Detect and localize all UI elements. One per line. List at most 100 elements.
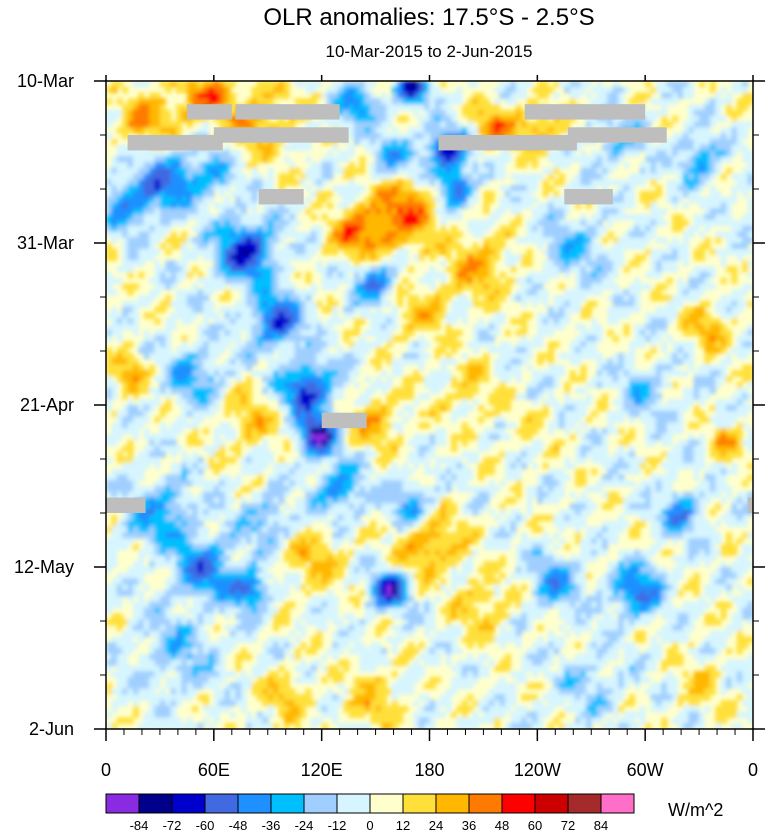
anomaly-cell [715,405,722,412]
anomaly-cell [380,318,387,325]
anomaly-cell [375,237,382,244]
anomaly-cell [267,179,274,186]
anomaly-cell [246,341,253,348]
anomaly-cell [273,300,280,308]
anomaly-cell [693,381,700,389]
anomaly-cell [720,335,727,342]
anomaly-cell [159,185,166,192]
anomaly-cell [397,104,404,111]
anomaly-cell [618,98,625,105]
anomaly-cell [618,150,625,157]
anomaly-cell [575,295,582,302]
anomaly-cell [650,312,657,319]
anomaly-cell [650,150,657,157]
anomaly-cell [332,335,339,342]
anomaly-cell [510,202,517,209]
anomaly-cell [149,104,156,111]
anomaly-cell [343,277,350,285]
anomaly-cell [246,300,253,308]
anomaly-cell [407,190,414,198]
anomaly-cell [240,300,247,308]
anomaly-cell [294,81,301,88]
anomaly-cell [688,150,695,157]
anomaly-cell [354,208,361,215]
anomaly-cell [715,399,722,406]
anomaly-cell [715,237,722,244]
anomaly-cell [294,300,301,308]
anomaly-cell [181,109,188,117]
anomaly-cell [461,410,468,418]
anomaly-cell [224,173,231,180]
anomaly-cell [364,329,371,337]
anomaly-cell [132,364,139,371]
anomaly-cell [418,208,425,215]
anomaly-cell [246,277,253,285]
anomaly-cell [569,92,576,99]
anomaly-cell [262,410,269,418]
anomaly-cell [235,190,242,198]
anomaly-cell [715,144,722,152]
anomaly-cell [731,219,738,227]
anomaly-cell [159,98,166,105]
anomaly-cell [332,318,339,325]
anomaly-cell [510,81,517,88]
anomaly-cell [246,219,253,227]
anomaly-cell [655,381,662,389]
anomaly-cell [720,202,727,209]
anomaly-cell [585,289,592,296]
anomaly-cell [224,231,231,238]
anomaly-cell [591,156,598,163]
anomaly-cell [283,214,290,221]
anomaly-cell [149,231,156,238]
anomaly-cell [726,312,733,319]
anomaly-cell [132,381,139,389]
anomaly-cell [375,289,382,296]
anomaly-cell [127,237,134,244]
anomaly-cell [380,98,387,105]
anomaly-cell [106,376,112,383]
anomaly-cell [246,254,253,261]
anomaly-cell [230,254,236,261]
anomaly-cell [461,150,468,157]
anomaly-cell [176,300,183,308]
anomaly-cell [521,300,528,308]
anomaly-cell [623,121,630,128]
anomaly-cell [440,283,447,290]
anomaly-cell [305,121,312,128]
anomaly-cell [273,92,280,99]
anomaly-cell [504,150,511,157]
anomaly-cell [300,376,307,383]
anomaly-cell [262,243,269,250]
anomaly-cell [208,243,215,250]
anomaly-cell [596,376,603,383]
anomaly-cell [596,399,603,406]
anomaly-cell [370,196,377,204]
anomaly-cell [677,156,684,163]
anomaly-cell [537,295,544,302]
anomaly-cell [305,254,312,261]
anomaly-cell [186,387,193,395]
anomaly-cell [343,196,350,204]
anomaly-cell [510,92,517,99]
anomaly-cell [289,347,296,354]
anomaly-cell [429,381,436,389]
anomaly-cell [413,358,420,366]
anomaly-cell [283,329,290,337]
anomaly-cell [688,167,695,175]
anomaly-cell [370,138,377,146]
anomaly-cell [618,254,625,261]
anomaly-cell [111,410,118,418]
anomaly-cell [149,312,156,319]
anomaly-cell [488,219,495,227]
anomaly-cell [451,185,458,192]
anomaly-cell [510,185,517,192]
anomaly-cell [203,254,210,261]
anomaly-cell [132,231,139,238]
anomaly-cell [693,150,700,157]
anomaly-cell [407,214,414,221]
anomaly-cell [553,190,560,198]
anomaly-cell [526,295,533,302]
anomaly-cell [424,121,431,128]
anomaly-cell [693,387,700,395]
anomaly-cell [192,185,199,192]
